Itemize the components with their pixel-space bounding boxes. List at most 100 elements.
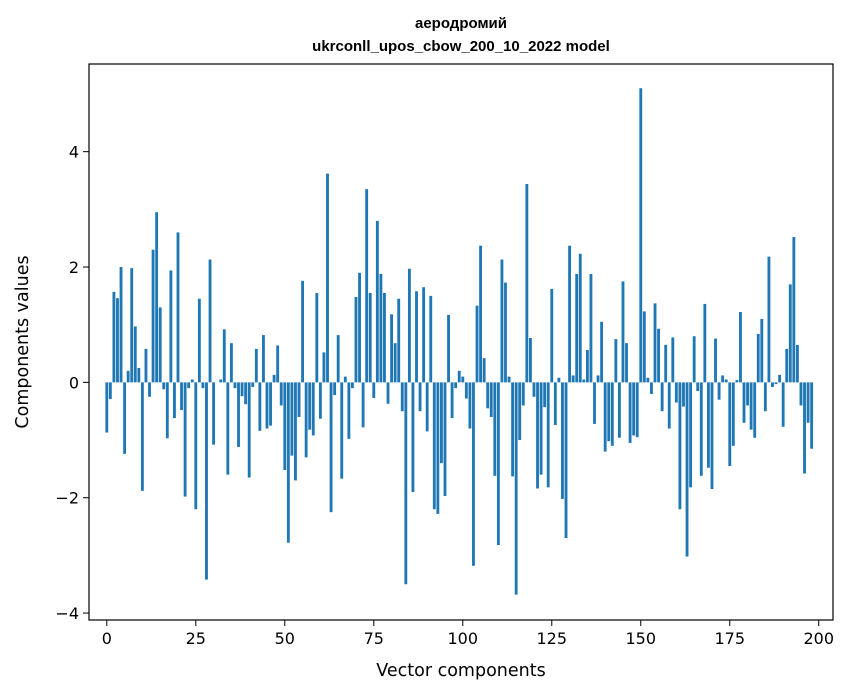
bar-29 (208, 259, 212, 383)
bar-17 (165, 382, 169, 439)
bar-19 (173, 382, 176, 419)
bar-77 (379, 273, 383, 383)
bar-28 (205, 382, 208, 580)
bar-88 (418, 382, 422, 412)
bar-75 (372, 382, 376, 398)
bar-27 (201, 382, 205, 389)
bar-102 (468, 382, 472, 429)
bar-134 (582, 379, 586, 383)
bar-35 (229, 343, 233, 383)
bar-56 (304, 382, 308, 458)
bar-54 (297, 382, 301, 417)
bar-189 (778, 374, 782, 383)
bar-177 (735, 380, 739, 383)
bar-135 (585, 350, 589, 383)
bar-15 (158, 307, 162, 383)
bar-131 (571, 375, 575, 383)
bar-196 (803, 382, 806, 474)
bar-106 (482, 358, 486, 383)
y-tick-label: 4 (69, 143, 79, 162)
bar-63 (329, 382, 333, 513)
plot-frame (88, 63, 834, 621)
bar-52 (290, 382, 294, 456)
x-tick-label: 50 (275, 629, 295, 648)
bar-193 (792, 237, 796, 383)
bar-124 (546, 382, 550, 488)
bar-97 (450, 382, 454, 419)
bar-26 (197, 298, 201, 383)
bar-1 (108, 382, 112, 400)
bar-108 (489, 382, 493, 417)
bar-166 (696, 382, 700, 392)
bar-114 (511, 382, 515, 477)
bar-122 (539, 382, 543, 475)
bar-62 (326, 173, 329, 383)
bar-64 (333, 382, 337, 396)
bar-71 (358, 272, 361, 383)
bar-20 (176, 232, 180, 383)
bar-152 (646, 377, 650, 383)
bar-49 (279, 382, 283, 406)
bar-138 (596, 375, 600, 383)
bar-178 (739, 312, 742, 383)
bar-4 (119, 267, 123, 383)
bar-156 (660, 382, 664, 412)
bar-105 (479, 245, 483, 383)
bar-121 (536, 382, 539, 489)
bar-13 (151, 249, 155, 383)
bar-161 (678, 382, 682, 510)
bar-198 (810, 382, 814, 449)
bar-12 (148, 382, 151, 397)
bar-76 (375, 220, 379, 383)
bar-5 (123, 382, 127, 454)
bar-197 (806, 382, 810, 423)
bar-144 (617, 382, 621, 438)
bar-158 (667, 382, 671, 429)
bar-83 (400, 382, 404, 412)
bar-68 (347, 382, 351, 439)
x-tick-label: 150 (625, 629, 656, 648)
bar-154 (653, 303, 657, 383)
bar-43 (258, 382, 262, 431)
bar-146 (625, 343, 628, 383)
bar-120 (532, 382, 536, 397)
bar-66 (340, 382, 344, 479)
bar-165 (692, 336, 696, 383)
bar-3 (116, 298, 119, 383)
bar-112 (504, 282, 507, 383)
bar-96 (447, 314, 450, 383)
bar-132 (575, 273, 579, 383)
bar-53 (294, 382, 297, 481)
bar-181 (749, 382, 753, 430)
bar-39 (244, 382, 248, 405)
y-tick-label: 2 (69, 258, 79, 277)
bar-171 (714, 338, 717, 383)
bar-84 (404, 382, 408, 585)
bar-21 (180, 382, 183, 411)
bar-24 (190, 379, 194, 383)
bar-65 (336, 335, 340, 383)
bar-186 (767, 256, 771, 383)
bar-194 (795, 344, 799, 383)
bar-16 (162, 382, 166, 390)
bar-149 (635, 382, 639, 438)
bar-45 (265, 382, 269, 429)
bar-110 (496, 382, 500, 546)
bar-41 (251, 382, 255, 387)
bar-173 (721, 375, 725, 383)
bar-95 (443, 382, 447, 496)
bar-70 (354, 297, 358, 383)
bar-157 (664, 344, 668, 383)
bar-127 (557, 377, 561, 383)
bar-133 (578, 253, 582, 383)
x-tick-label: 0 (102, 629, 112, 648)
bar-69 (351, 382, 354, 389)
bar-98 (454, 382, 458, 389)
bar-123 (543, 382, 547, 408)
bar-36 (233, 382, 237, 389)
bar-32 (219, 379, 223, 383)
x-axis-ticks: 0 25 50 75 100 125 150 175 200 (102, 620, 834, 648)
bar-37 (237, 382, 240, 447)
bar-188 (774, 382, 778, 385)
bar-34 (226, 382, 230, 475)
